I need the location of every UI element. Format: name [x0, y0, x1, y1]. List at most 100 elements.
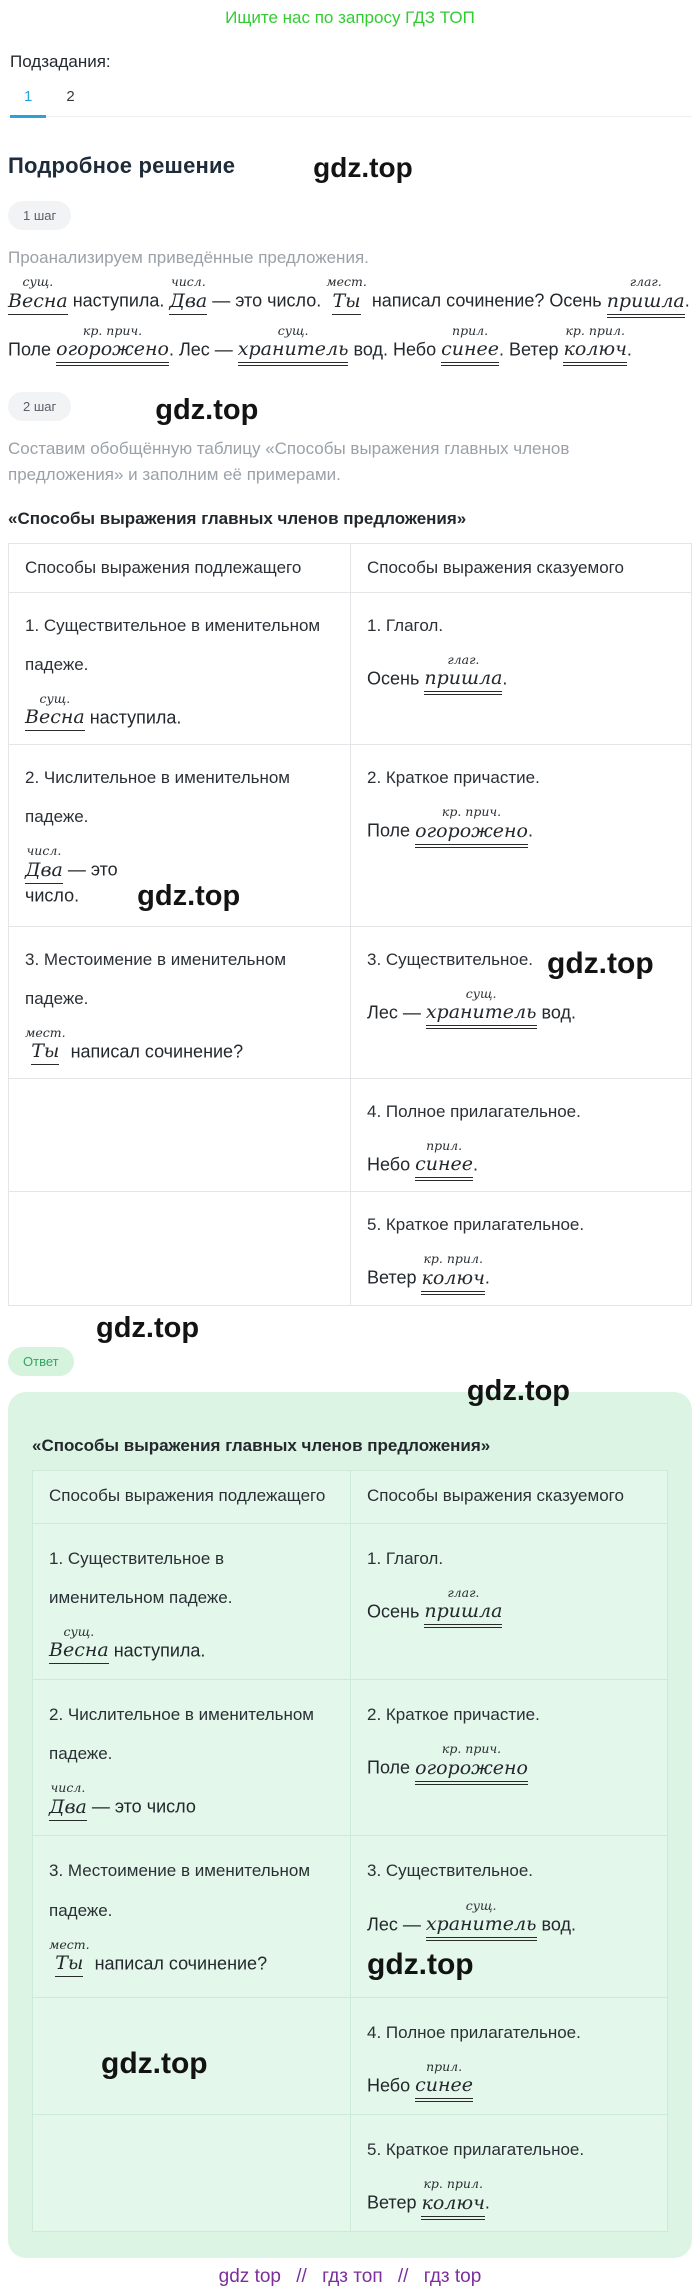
sentence-text: — это число — [86, 1796, 196, 1817]
table-row: 2. Числительное в именительном падеже. чи… — [9, 744, 691, 926]
annotated-word: прил. синее — [441, 322, 499, 367]
table-cell: 2. Числительное в именительном падеже. чи… — [33, 1680, 350, 1836]
tab-subtask-2[interactable]: 2 — [66, 88, 75, 105]
footer-separator: // — [296, 2266, 307, 2288]
promo-link[interactable]: Ищите нас по запросу ГДЗ ТОП — [225, 8, 475, 27]
subject-word: Весна — [25, 706, 85, 732]
answer-box: gdz.top «Способы выражения главных члено… — [8, 1376, 692, 2259]
cell-example: Поле кр. прич. огорожено — [367, 1741, 651, 1785]
footer-links: gdz top // гдз топ // гдз top — [8, 2266, 692, 2288]
part-of-speech-label: сущ. — [277, 322, 309, 338]
sentence-text: наступила. — [67, 290, 170, 311]
footer-link-1[interactable]: gdz top — [218, 2266, 281, 2288]
part-of-speech-label: глаг. — [447, 651, 480, 667]
table-row: 4. Полное прилагательное. Небо прил. синее… — [9, 1078, 691, 1192]
part-of-speech-label: кр. прич. — [441, 1741, 502, 1757]
cell-example: мест. Ты написал сочинение? — [49, 1937, 334, 1977]
sentence-line-2: Поле кр. прич. огорожено. Лес — сущ. храни… — [8, 322, 692, 372]
sentence-text: вод. Небо — [348, 339, 442, 360]
predicate-word: хранитель — [425, 1001, 537, 1030]
table-row: 5. Краткое прилагательное. Ветер кр. прил… — [9, 1191, 691, 1305]
column-header: Способы выражения подлежащего — [25, 557, 302, 577]
sentence-text: Поле — [8, 339, 57, 360]
cell-title: 1. Глагол. — [367, 1548, 444, 1568]
table-cell: 1. Существительное в именительном падеже… — [9, 593, 350, 744]
gdz-watermark: gdz.top — [367, 1947, 474, 1981]
part-of-speech-label: прил. — [452, 322, 489, 338]
table-row: 1. Существительное в именительном падеже… — [33, 1522, 667, 1680]
sentence-text: написал сочинение? Осень — [366, 290, 607, 311]
subtasks-label: Подзадания: — [10, 52, 111, 71]
sentence-text: Лес — — [367, 1913, 426, 1934]
predicate-word: огорожено — [56, 338, 169, 367]
gdz-watermark: gdz.top — [101, 2046, 208, 2080]
predicate-word: пришла — [424, 1600, 503, 1629]
part-of-speech-label: числ. — [50, 1780, 86, 1796]
part-of-speech-label: сущ. — [465, 1897, 497, 1913]
sentence-text: . — [527, 820, 533, 841]
tab-subtask-1[interactable]: 1 — [10, 86, 47, 118]
gdz-watermark: gdz.top — [155, 394, 259, 427]
gdz-watermark: gdz.top — [137, 879, 241, 912]
sentence-text: . — [502, 668, 508, 689]
column-header: Способы выражения сказуемого — [350, 543, 691, 592]
sentence-text: написал сочинение? — [65, 1041, 244, 1062]
table-cell: 2. Числительное в именительном падеже. чи… — [9, 745, 350, 925]
step-2-intro: Составим обобщённую таблицу «Способы выр… — [8, 439, 570, 485]
sentence-text: . — [626, 339, 632, 360]
table-row: 2. Числительное в именительном падеже. чи… — [33, 1679, 667, 1836]
solution-table: Способы выражения подлежащего Способы выр… — [8, 542, 692, 1306]
predicate-word: хранитель — [425, 1912, 537, 1941]
table-cell: 2. Краткое причастие. Поле кр. прич. огоро… — [350, 1680, 667, 1836]
table-row: 5. Краткое прилагательное. Ветер кр. прил… — [33, 2114, 667, 2232]
cell-example: Небо прил. синее — [367, 2058, 651, 2103]
annotated-word: сущ. хранитель — [425, 985, 537, 1030]
subject-word: Весна — [8, 289, 68, 315]
predicate-word: синее — [415, 2074, 474, 2103]
part-of-speech-label: глаг. — [629, 274, 662, 290]
subject-word: Ты — [332, 289, 361, 315]
footer-link-3[interactable]: гдз top — [423, 2266, 482, 2288]
sentence-text: Небо — [367, 1154, 416, 1175]
cell-example: Осень глаг. пришла. — [367, 651, 675, 696]
part-of-speech-label: сущ. — [465, 985, 497, 1001]
step-1-badge: 1 шаг — [8, 201, 72, 230]
annotated-word: кр. прич. огорожено — [56, 323, 169, 367]
annotated-word: сущ. Весна — [49, 1624, 109, 1665]
annotated-word: мест. Ты — [326, 274, 367, 315]
annotated-word: кр. прич. огорожено — [415, 1741, 528, 1785]
sentence-text: написал сочинение? — [89, 1953, 268, 1973]
table-cell: 1. Существительное в именительном падеже… — [33, 1523, 350, 1680]
cell-title: 5. Краткое прилагательное. — [367, 1215, 585, 1235]
annotated-word: мест. Ты — [49, 1937, 90, 1977]
sentence-text: . — [484, 2192, 490, 2213]
cell-title: 3. Существительное. gdz.top — [367, 947, 654, 981]
gdz-watermark: gdz.top — [547, 947, 654, 981]
sentence-text: вод. — [536, 1913, 576, 1934]
predicate-word: хранитель — [237, 338, 349, 367]
title-row: Подробное решение gdz.top — [8, 151, 692, 182]
sentence-text: Осень — [367, 668, 425, 689]
annotated-word: сущ. хранитель — [425, 1897, 537, 1941]
answer-table: Способы выражения подлежащего Способы выр… — [32, 1469, 668, 2233]
part-of-speech-label: мест. — [25, 1024, 66, 1040]
part-of-speech-label: прил. — [426, 2058, 463, 2074]
table-cell: 5. Краткое прилагательное. Ветер кр. прил… — [350, 1192, 691, 1305]
annotated-word: сущ. хранитель — [237, 322, 349, 367]
table-row: 3. Местоимение в именительном падеже. мес… — [9, 925, 691, 1078]
step-1-intro: Проанализируем приведённые предложения. — [8, 248, 369, 267]
part-of-speech-label: числ. — [26, 843, 62, 859]
cell-title: 3. Местоимение в именительном падеже. — [49, 1861, 311, 1920]
sentence-text: Поле — [367, 820, 416, 841]
table-cell: 4. Полное прилагательное. Небо прил. синее — [350, 1997, 667, 2115]
cell-title: 5. Краткое прилагательное. — [367, 2140, 585, 2160]
footer-link-2[interactable]: гдз топ — [322, 2266, 383, 2288]
step-2-badge: 2 шаг — [8, 392, 72, 422]
cell-title: 1. Существительное в именительном падеже… — [25, 615, 321, 674]
table-cell: 1. Глагол. Осень глаг. пришла — [350, 1523, 667, 1680]
cell-title: 2. Числительное в именительном падеже. — [25, 768, 290, 827]
predicate-word: синее — [415, 1153, 474, 1182]
annotated-word: числ. Два — [169, 274, 208, 315]
table-cell: 2. Краткое причастие. Поле кр. прич. огоро… — [350, 745, 691, 926]
sentence-text: . Лес — — [168, 339, 238, 360]
